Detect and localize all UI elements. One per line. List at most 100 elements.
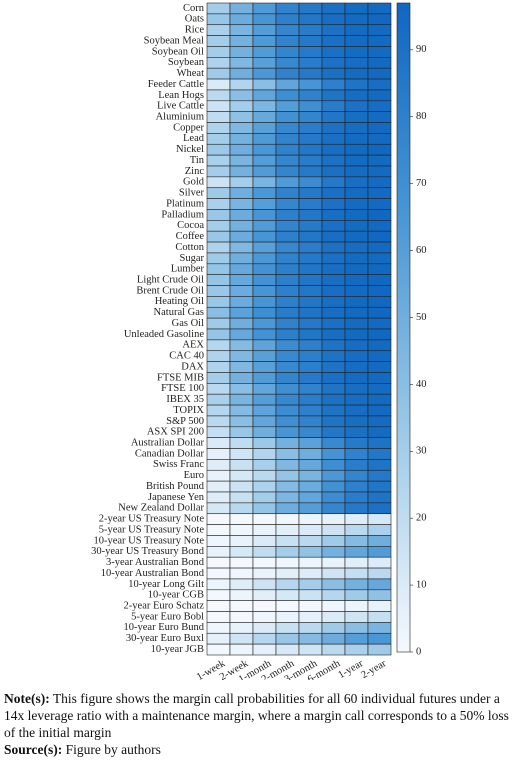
heatmap-cell [252, 459, 277, 471]
heatmap-cell [206, 513, 231, 525]
heatmap-cell [367, 480, 392, 493]
heatmap-cell [252, 198, 277, 210]
heatmap-cell [367, 198, 392, 210]
heatmap-cell [252, 57, 277, 69]
heatmap-cell [321, 165, 346, 178]
heatmap-cell [252, 611, 277, 623]
heatmap-cell [298, 404, 323, 417]
heatmap-cell [367, 502, 392, 515]
heatmap-cell [252, 556, 277, 569]
row-label: 5-year US Treasury Note [99, 524, 205, 535]
heatmap-cell [321, 361, 346, 373]
row-label: Euro [184, 470, 204, 481]
heatmap-cell [252, 535, 277, 547]
heatmap-cell [321, 306, 346, 319]
heatmap-cell [344, 600, 369, 612]
heatmap-cell [229, 350, 254, 362]
heatmap-cell [229, 578, 254, 591]
heatmap-cell [367, 393, 392, 406]
heatmap-cell [252, 24, 277, 36]
heatmap-cell [298, 285, 323, 297]
heatmap-cell [298, 241, 323, 254]
heatmap-cell [298, 220, 323, 232]
heatmap-cell [367, 241, 392, 254]
heatmap-cell [367, 78, 392, 91]
heatmap-cell [275, 393, 300, 406]
row-label: Rice [185, 25, 205, 36]
heatmap-cell [229, 274, 254, 286]
heatmap-cell [252, 2, 277, 15]
heatmap-cell [298, 632, 323, 645]
heatmap-cell [275, 383, 300, 395]
heatmap-cell [206, 35, 231, 47]
heatmap-cell [367, 383, 392, 395]
heatmap-cell [252, 13, 277, 26]
heatmap-cell [252, 350, 277, 362]
heatmap-cell [206, 437, 231, 449]
heatmap-cell [344, 100, 369, 112]
heatmap-cell [229, 393, 254, 406]
heatmap-cell [367, 100, 392, 112]
row-label: Tin [190, 155, 205, 166]
heatmap-cell [298, 448, 323, 460]
heatmap-cell [206, 89, 231, 102]
heatmap-cell [298, 274, 323, 286]
heatmap-cell [298, 361, 323, 373]
heatmap-cell [298, 372, 323, 384]
heatmap-cell [321, 241, 346, 254]
heatmap-cell [321, 263, 346, 275]
heatmap-cell [298, 643, 323, 656]
heatmap-cell [367, 404, 392, 417]
heatmap-cell [321, 187, 346, 199]
heatmap-cell [275, 578, 300, 591]
heatmap-cell [275, 328, 300, 341]
heatmap-cell [298, 622, 323, 634]
heatmap-cell [275, 622, 300, 634]
row-label: Coffee [176, 231, 205, 242]
heatmap-cell [298, 415, 323, 428]
heatmap-cell [367, 622, 392, 634]
heatmap-cell [275, 13, 300, 26]
row-label: Nickel [176, 144, 204, 155]
heatmap-cell [229, 426, 254, 438]
heatmap-cell [229, 622, 254, 634]
heatmap-cell [229, 502, 254, 515]
heatmap-cell [229, 46, 254, 58]
row-label: Lead [183, 133, 205, 144]
heatmap-cell [344, 502, 369, 515]
heatmap-cell [275, 632, 300, 645]
heatmap-cell [367, 67, 392, 80]
heatmap-cell [298, 317, 323, 330]
heatmap-cell [344, 469, 369, 482]
heatmap-cell [344, 176, 369, 189]
row-label: Wheat [177, 68, 204, 79]
column-label: 1-year [336, 658, 365, 680]
heatmap-cell [344, 643, 369, 656]
heatmap-cell [321, 339, 346, 352]
heatmap-cell [252, 600, 277, 612]
heatmap-cell [229, 67, 254, 80]
heatmap-cell [298, 122, 323, 134]
heatmap-cell [298, 143, 323, 156]
heatmap-cell [367, 143, 392, 156]
heatmap-cell [229, 535, 254, 547]
heatmap-cell [229, 285, 254, 297]
heatmap-cell [206, 13, 231, 26]
heatmap-cell [298, 13, 323, 26]
heatmap-cell [275, 372, 300, 384]
row-label: Japanese Yen [148, 492, 205, 503]
heatmap-cell [321, 46, 346, 58]
heatmap-cell [275, 317, 300, 330]
heatmap-cell [229, 165, 254, 178]
heatmap-cell [298, 393, 323, 406]
heatmap-cell [252, 469, 277, 482]
heatmap-cell [367, 448, 392, 460]
row-label: 2-year Euro Schatz [124, 601, 205, 612]
heatmap-cell [229, 176, 254, 189]
heatmap-cell [252, 339, 277, 352]
heatmap-cell [367, 350, 392, 362]
row-label: Sugar [180, 253, 205, 264]
heatmap-cell [206, 426, 231, 438]
heatmap-cell [321, 154, 346, 167]
